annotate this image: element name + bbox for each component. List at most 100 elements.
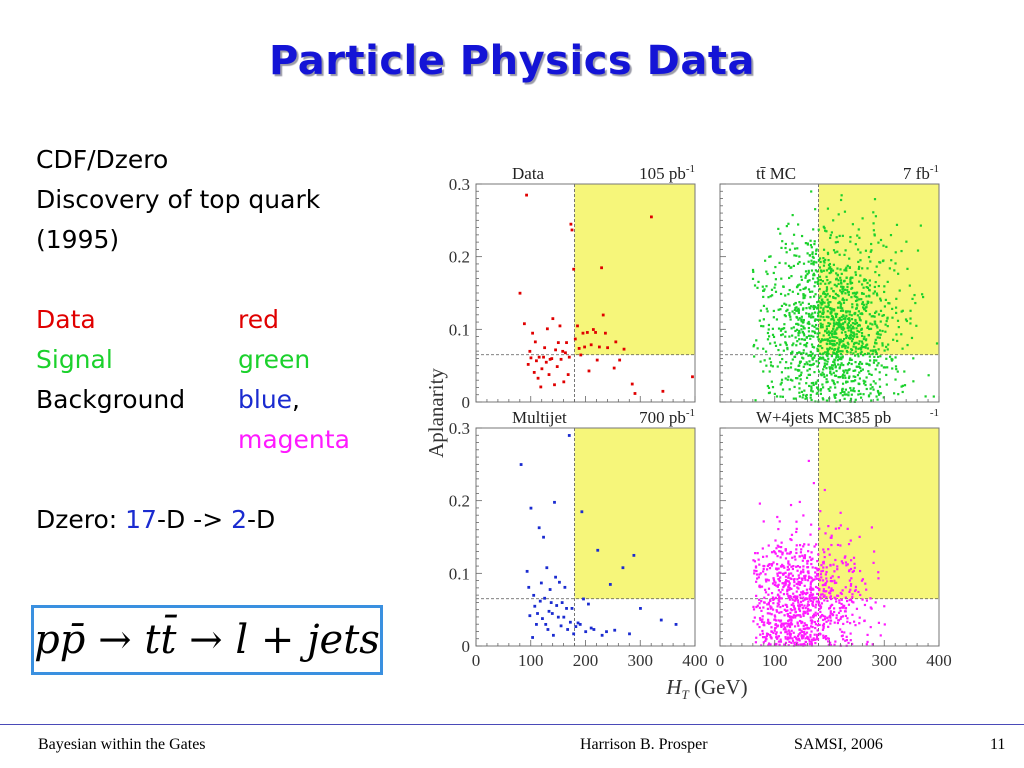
data-point <box>858 371 861 374</box>
data-point <box>808 384 811 388</box>
data-point <box>825 286 829 289</box>
data-point <box>758 585 761 588</box>
data-point <box>843 397 846 400</box>
data-point <box>582 597 585 601</box>
data-point <box>792 342 795 345</box>
legend-signal-label: Signal <box>36 345 113 374</box>
data-point <box>877 393 881 396</box>
data-point <box>787 586 790 589</box>
data-point <box>781 563 784 566</box>
data-point <box>788 582 791 585</box>
footer-page: 11 <box>990 736 1006 753</box>
data-point <box>550 357 554 360</box>
data-point <box>752 620 755 623</box>
data-point <box>827 264 831 267</box>
data-point <box>850 314 853 317</box>
data-point <box>532 593 536 597</box>
data-point <box>564 351 567 355</box>
data-point <box>518 291 522 295</box>
data-point <box>764 578 768 581</box>
data-point <box>589 626 593 630</box>
data-point <box>858 382 861 386</box>
data-point <box>779 343 782 346</box>
data-point <box>790 619 793 622</box>
data-point <box>822 308 825 312</box>
data-point <box>808 588 811 591</box>
data-point <box>815 249 818 252</box>
data-point <box>802 393 805 396</box>
data-point <box>831 612 834 615</box>
data-point <box>789 318 792 321</box>
data-point <box>816 314 820 318</box>
data-point <box>766 564 769 568</box>
data-point <box>780 334 783 337</box>
data-point <box>866 286 870 289</box>
data-point <box>824 583 827 587</box>
data-point <box>765 285 768 288</box>
data-point <box>661 389 665 393</box>
data-point <box>865 338 868 341</box>
data-point <box>886 366 889 369</box>
data-point <box>866 640 869 644</box>
data-point <box>871 323 874 326</box>
data-point <box>834 640 837 643</box>
data-point <box>752 608 756 611</box>
data-point <box>829 641 832 644</box>
data-point <box>779 308 782 311</box>
data-point <box>808 596 811 599</box>
data-point <box>831 589 835 592</box>
data-point <box>798 576 801 580</box>
data-point <box>816 318 819 321</box>
data-point <box>802 590 805 593</box>
data-point <box>841 285 844 288</box>
data-point <box>771 327 774 330</box>
data-point <box>807 260 810 263</box>
data-point <box>768 612 771 615</box>
data-point <box>846 527 849 530</box>
data-point <box>818 632 821 635</box>
data-point <box>878 329 882 332</box>
data-point <box>802 599 805 602</box>
data-point <box>797 223 800 226</box>
data-point <box>821 312 824 315</box>
data-point <box>851 331 855 334</box>
data-point <box>544 623 548 626</box>
data-point <box>803 631 806 634</box>
data-point <box>798 260 801 264</box>
data-point <box>769 599 772 602</box>
data-point <box>807 576 811 580</box>
data-point <box>830 587 833 590</box>
data-point <box>831 335 834 338</box>
data-point <box>850 336 853 340</box>
data-point <box>810 638 814 641</box>
data-point <box>841 375 844 378</box>
data-point <box>855 341 858 344</box>
data-point <box>872 561 875 564</box>
data-point <box>756 577 759 580</box>
data-point <box>872 229 875 232</box>
data-point <box>777 227 780 231</box>
data-point <box>825 580 829 583</box>
data-point <box>778 611 781 614</box>
data-point <box>856 299 859 302</box>
data-point <box>823 226 826 230</box>
data-point <box>864 306 867 309</box>
data-point <box>771 365 774 368</box>
data-point <box>774 552 777 555</box>
data-point <box>755 573 759 576</box>
data-point <box>576 621 580 625</box>
data-point <box>848 598 851 602</box>
data-point <box>587 369 591 373</box>
data-point <box>817 349 820 352</box>
data-point <box>812 614 816 617</box>
data-point <box>865 588 868 591</box>
data-point <box>825 577 828 580</box>
data-point <box>783 566 786 569</box>
data-point <box>795 344 798 347</box>
data-point <box>825 327 829 331</box>
data-point <box>841 323 844 326</box>
data-point <box>817 310 820 313</box>
data-point <box>810 577 813 580</box>
data-point <box>822 588 825 591</box>
data-point <box>835 600 838 603</box>
